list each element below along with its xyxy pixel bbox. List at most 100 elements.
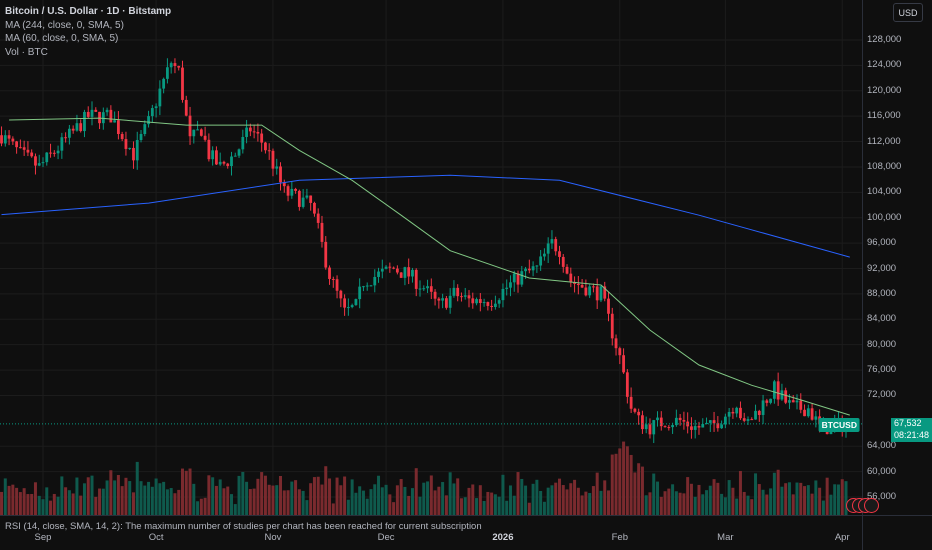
volume-bar — [754, 473, 758, 515]
volume-bar — [120, 486, 124, 515]
volume-bar — [701, 494, 705, 515]
candle-body — [11, 138, 15, 142]
ma60-legend[interactable]: MA (60, close, 0, SMA, 5) — [5, 33, 119, 44]
volume-bar — [169, 488, 173, 515]
price-tick-label: 56,000 — [867, 491, 897, 503]
volume-bar — [735, 498, 739, 515]
volume-bar — [426, 481, 430, 515]
candle-body — [742, 418, 746, 421]
candle-body — [527, 268, 531, 271]
price-tick-label: 84,000 — [867, 313, 897, 325]
volume-bar — [599, 490, 603, 515]
candle-body — [0, 135, 3, 144]
volume-bar — [301, 490, 305, 515]
bar-countdown: 08:21:48 — [894, 429, 930, 440]
volume-bar — [180, 468, 184, 515]
candle-body — [264, 142, 267, 151]
price-tick-label: 104,000 — [867, 186, 902, 198]
volume-bar — [305, 500, 309, 515]
candle-body — [784, 390, 788, 403]
volume-bar — [90, 475, 94, 515]
volume-bar — [271, 485, 275, 515]
candle-body — [248, 127, 252, 132]
candle-body — [524, 268, 527, 272]
candle-body — [233, 155, 237, 157]
volume-bar — [595, 472, 599, 515]
candle-body — [286, 186, 290, 196]
candle-body — [414, 269, 418, 289]
volume-bar — [441, 482, 445, 515]
volume-bar — [64, 487, 68, 515]
candle-body — [358, 286, 362, 300]
volume-bar — [765, 494, 769, 515]
last-price: 67,532 — [894, 418, 922, 428]
volume-bar — [516, 472, 520, 515]
volume-bar — [674, 491, 678, 515]
volume-bar — [143, 485, 147, 515]
volume-bar — [214, 485, 218, 515]
candle-body — [418, 288, 422, 290]
date-tick-label: Feb — [611, 532, 628, 543]
ma244-legend[interactable]: MA (244, close, 0, SMA, 5) — [5, 19, 124, 31]
candle-body — [162, 78, 166, 89]
volume-bar — [365, 498, 369, 515]
volume-bar — [79, 495, 83, 515]
us-flag-icon[interactable] — [864, 498, 879, 513]
symbol-title[interactable]: Bitcoin / U.S. Dollar · 1D · Bitstamp — [5, 6, 172, 17]
candle-body — [625, 372, 629, 397]
volume-bar — [7, 485, 11, 515]
volume-bar — [539, 490, 543, 515]
volume-bar — [769, 488, 773, 515]
date-tick-label: Nov — [264, 532, 282, 543]
candle-body — [226, 163, 230, 167]
volume-bar — [75, 477, 79, 515]
volume-bar — [297, 489, 301, 515]
volume-bar — [671, 484, 675, 515]
candle-body — [245, 127, 248, 137]
date-tick-label: Mar — [717, 532, 734, 543]
candle-body — [271, 150, 275, 169]
price-tick-label: 76,000 — [867, 364, 897, 376]
candle-body — [301, 197, 305, 207]
candle-body — [211, 150, 215, 160]
volume-bar — [705, 490, 709, 515]
price-tick-label: 88,000 — [867, 287, 897, 299]
candle-body — [45, 152, 49, 163]
candle-body — [452, 287, 456, 296]
volume-bar — [731, 487, 735, 515]
volume-bar — [501, 474, 505, 515]
candle-body — [494, 303, 497, 307]
candle-body — [154, 106, 158, 109]
candle-body — [290, 188, 294, 196]
volume-bar — [286, 490, 290, 515]
currency-button[interactable]: USD — [893, 3, 923, 22]
volume-bar — [667, 488, 671, 515]
candle-body — [395, 268, 399, 273]
candle-body — [90, 109, 94, 117]
date-tick-label: Oct — [148, 532, 164, 543]
candle-body — [720, 424, 723, 429]
candle-body — [101, 112, 105, 124]
candle-body — [86, 111, 90, 117]
volume-bar — [569, 483, 573, 515]
candle-body — [780, 390, 784, 400]
candle-body — [739, 407, 742, 419]
candle-body — [411, 269, 414, 277]
candle-body — [120, 134, 124, 140]
symbol-price-label: BTCUSD — [818, 418, 860, 432]
volume-bar — [527, 502, 531, 515]
candle-body — [222, 161, 226, 164]
candle-body — [260, 133, 264, 143]
ma244-line — [1, 174, 850, 258]
candle-body — [463, 295, 467, 297]
candle-body — [648, 424, 652, 435]
volume-bar — [192, 483, 196, 515]
candle-body — [716, 423, 720, 429]
candle-body — [143, 124, 147, 135]
volume-legend[interactable]: Vol · BTC — [5, 46, 48, 58]
volume-bar — [463, 497, 467, 515]
candle-body — [535, 265, 539, 267]
volume-bar — [429, 475, 433, 515]
candle-body — [37, 163, 41, 166]
